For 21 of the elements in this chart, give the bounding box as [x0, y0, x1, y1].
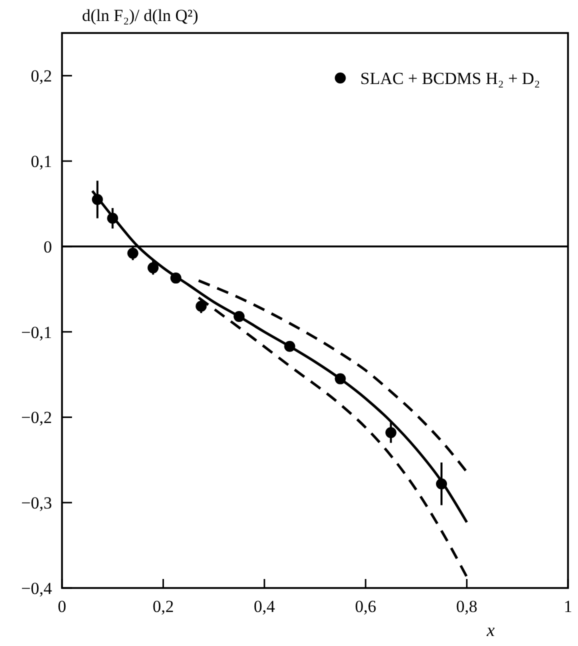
- point: [196, 300, 207, 312]
- y-tick-label: 0: [44, 237, 52, 256]
- x-tick-label: 0,4: [254, 597, 276, 616]
- legend-label: SLAC + BCDMS H₂ + D₂: [360, 69, 540, 88]
- y-tick-label: 0,2: [30, 66, 52, 86]
- x-axis-title: x: [486, 620, 495, 640]
- x-tick-label: 0,8: [456, 597, 478, 616]
- x-tick-label: 1: [564, 597, 572, 616]
- y-tick-label: 0,1: [30, 152, 52, 172]
- point: [127, 248, 138, 259]
- y-tick-label: −0,3: [21, 494, 52, 513]
- point: [385, 427, 396, 438]
- y-tick-label: −0,4: [21, 579, 52, 598]
- y-tick-label: −0,2: [21, 408, 52, 428]
- y-tick-label: −0,1: [21, 322, 52, 342]
- x-tick-label: 0,2: [152, 597, 174, 616]
- y-axis-title: d(ln F₂)/ d(ln Q²): [82, 6, 198, 25]
- x-tick-label: 0: [58, 597, 66, 616]
- line-series: [197, 279, 468, 474]
- x-tick-label: 0,6: [354, 597, 376, 616]
- point: [148, 262, 159, 274]
